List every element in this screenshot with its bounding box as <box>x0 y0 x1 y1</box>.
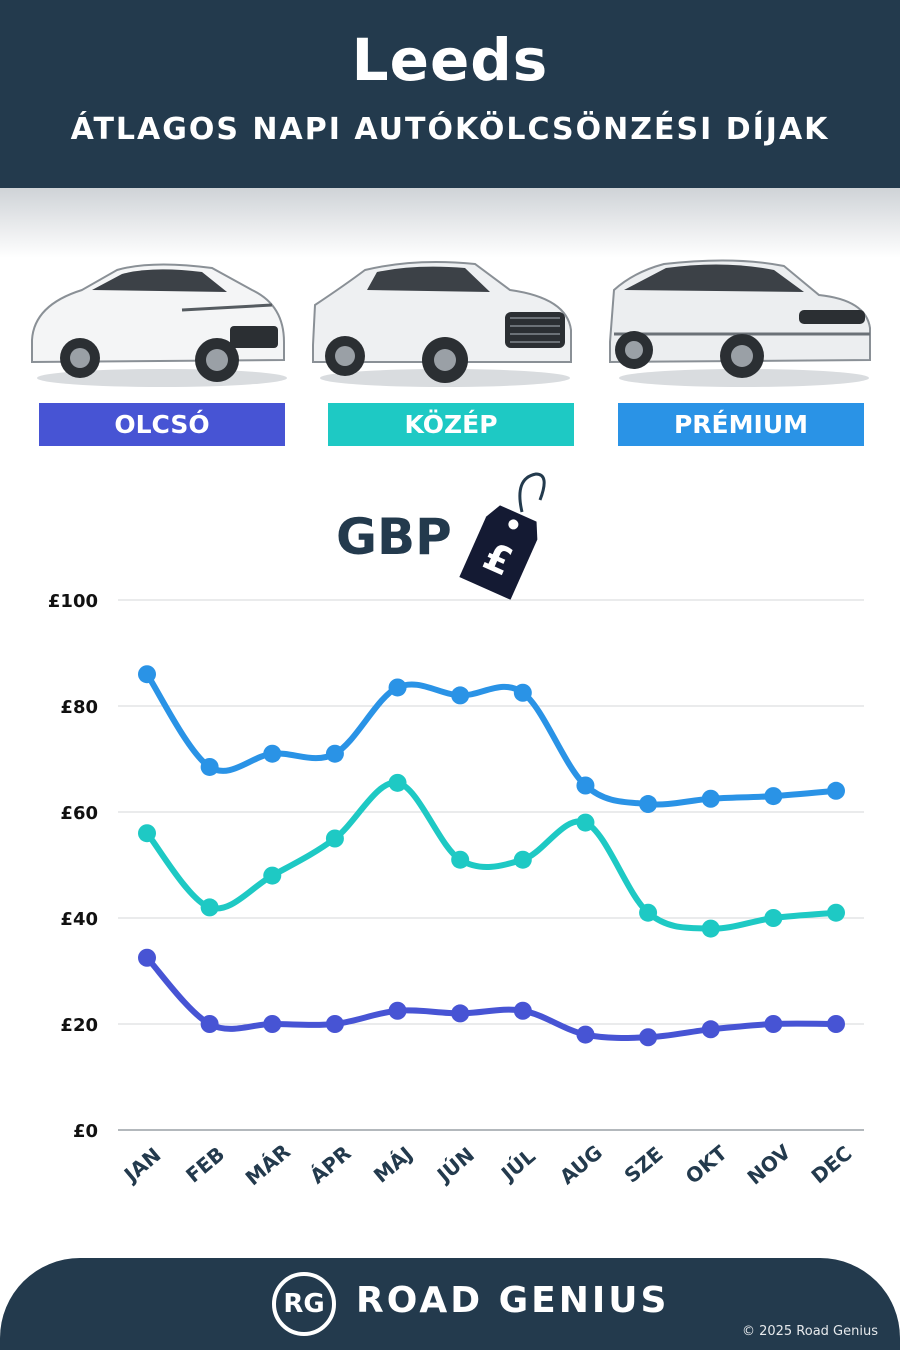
data-point <box>388 1001 407 1020</box>
data-point <box>263 744 282 763</box>
y-tick-label: £20 <box>60 1015 98 1036</box>
footer: RG ROAD GENIUS © 2025 Road Genius <box>0 1258 900 1350</box>
data-point <box>513 1001 532 1020</box>
x-tick-label: JÚL <box>495 1144 540 1187</box>
data-point <box>138 948 156 967</box>
x-tick-label: DEC <box>807 1141 857 1188</box>
data-point <box>388 678 407 697</box>
data-point <box>576 1025 595 1044</box>
x-tick-label: NOV <box>743 1139 796 1189</box>
x-tick-label: AUG <box>555 1140 607 1189</box>
data-point <box>325 1015 344 1033</box>
x-tick-label: OKT <box>681 1140 732 1188</box>
data-point <box>701 1020 720 1039</box>
series-line-1 <box>144 779 839 932</box>
data-point <box>576 813 595 832</box>
copyright: © 2025 Road Genius <box>741 1324 878 1339</box>
data-point <box>263 1015 282 1033</box>
mid-suv-icon <box>312 261 572 387</box>
data-point <box>451 850 470 869</box>
data-point <box>701 919 720 938</box>
x-tick-label: FEB <box>181 1142 229 1188</box>
data-point <box>764 787 783 806</box>
data-point <box>764 909 783 927</box>
brand-name: ROAD GENIUS <box>356 1280 670 1321</box>
currency-label: GBP <box>336 508 452 566</box>
y-axis-ticks: £0 £20 £40 £60 £80 £100 <box>48 591 98 1142</box>
data-point <box>764 1015 783 1033</box>
economy-car-icon <box>31 263 287 387</box>
series-line-0 <box>144 671 839 808</box>
series <box>138 665 845 1047</box>
data-point <box>827 1015 845 1033</box>
y-tick-label: £40 <box>60 909 98 930</box>
grid <box>118 599 864 1131</box>
price-tag-icon: £ <box>459 472 546 600</box>
data-point <box>451 1004 470 1023</box>
data-point <box>639 795 658 814</box>
header: Leeds ÁTLAGOS NAPI AUTÓKÖLCSÖNZÉSI DÍJAK <box>0 0 900 188</box>
data-point <box>639 903 658 922</box>
data-point <box>451 686 470 705</box>
category-label-premium: PRÉMIUM <box>618 403 864 446</box>
x-axis-ticks: JAN FEB MÁR ÁPR MÁJ JÚN JÚL AUG SZE OKT NOV DEC <box>118 1139 856 1190</box>
data-point <box>639 1028 658 1047</box>
premium-suv-icon <box>609 259 871 387</box>
data-point <box>701 789 720 808</box>
city-title: Leeds <box>351 26 549 94</box>
x-tick-label: JÚN <box>431 1142 479 1188</box>
data-point <box>200 898 219 917</box>
x-tick-label: SZE <box>620 1142 668 1188</box>
x-tick-label: ÁPR <box>305 1141 355 1189</box>
data-point <box>388 773 407 792</box>
data-point <box>325 829 344 848</box>
x-tick-label: MÁR <box>241 1139 295 1190</box>
data-point <box>576 776 595 795</box>
data-point <box>200 757 219 776</box>
data-point <box>263 866 282 885</box>
y-tick-label: £100 <box>48 591 98 612</box>
data-point <box>138 665 156 684</box>
data-point <box>513 683 532 702</box>
category-label-mid: KÖZÉP <box>328 403 574 446</box>
y-tick-label: £0 <box>73 1121 98 1142</box>
data-point <box>513 850 532 869</box>
data-point <box>138 824 156 843</box>
category-label-economy: OLCSÓ <box>39 403 285 446</box>
header-shadow <box>0 188 900 258</box>
chart-subtitle: ÁTLAGOS NAPI AUTÓKÖLCSÖNZÉSI DÍJAK <box>70 112 830 147</box>
road-genius-logo: RG <box>272 1272 336 1336</box>
y-tick-label: £80 <box>60 697 98 718</box>
x-tick-label: MÁJ <box>369 1142 417 1188</box>
data-point <box>325 744 344 763</box>
series-line-2 <box>144 954 839 1041</box>
data-point <box>827 781 845 800</box>
x-tick-label: JAN <box>118 1143 165 1188</box>
line-chart: £0 £20 £40 £60 £80 £100 JAN FEB MÁR ÁPR MÁJ JÚN JÚL… <box>48 591 864 1190</box>
data-point <box>827 903 845 922</box>
y-tick-label: £60 <box>60 803 98 824</box>
data-point <box>200 1015 219 1033</box>
